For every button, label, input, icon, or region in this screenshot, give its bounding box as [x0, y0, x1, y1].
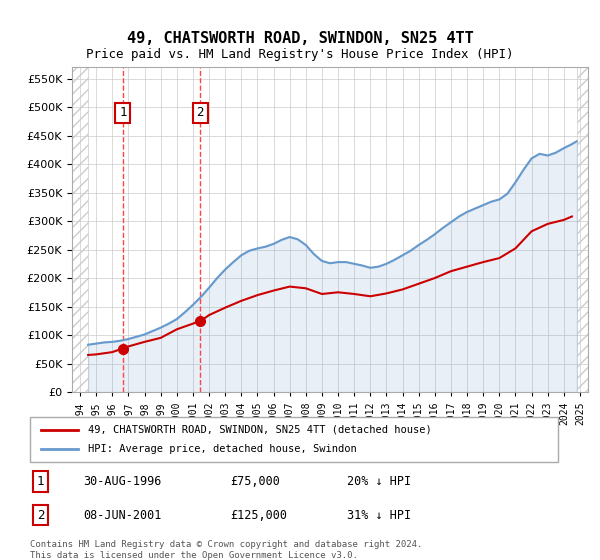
Polygon shape: [72, 67, 88, 392]
Text: 49, CHATSWORTH ROAD, SWINDON, SN25 4TT (detached house): 49, CHATSWORTH ROAD, SWINDON, SN25 4TT (…: [88, 424, 432, 435]
Text: HPI: Average price, detached house, Swindon: HPI: Average price, detached house, Swin…: [88, 445, 357, 455]
FancyBboxPatch shape: [30, 417, 558, 462]
Text: Contains HM Land Registry data © Crown copyright and database right 2024.
This d: Contains HM Land Registry data © Crown c…: [30, 540, 422, 560]
Text: 49, CHATSWORTH ROAD, SWINDON, SN25 4TT: 49, CHATSWORTH ROAD, SWINDON, SN25 4TT: [127, 31, 473, 46]
Text: 2: 2: [196, 106, 204, 119]
Text: £125,000: £125,000: [230, 508, 287, 522]
Text: Price paid vs. HM Land Registry's House Price Index (HPI): Price paid vs. HM Land Registry's House …: [86, 48, 514, 60]
Polygon shape: [577, 67, 588, 392]
Text: 08-JUN-2001: 08-JUN-2001: [83, 508, 161, 522]
Text: £75,000: £75,000: [230, 475, 281, 488]
Text: 2: 2: [37, 508, 44, 522]
Text: 20% ↓ HPI: 20% ↓ HPI: [347, 475, 411, 488]
Text: 1: 1: [37, 475, 44, 488]
Text: 31% ↓ HPI: 31% ↓ HPI: [347, 508, 411, 522]
Text: 30-AUG-1996: 30-AUG-1996: [83, 475, 161, 488]
Text: 1: 1: [119, 106, 127, 119]
